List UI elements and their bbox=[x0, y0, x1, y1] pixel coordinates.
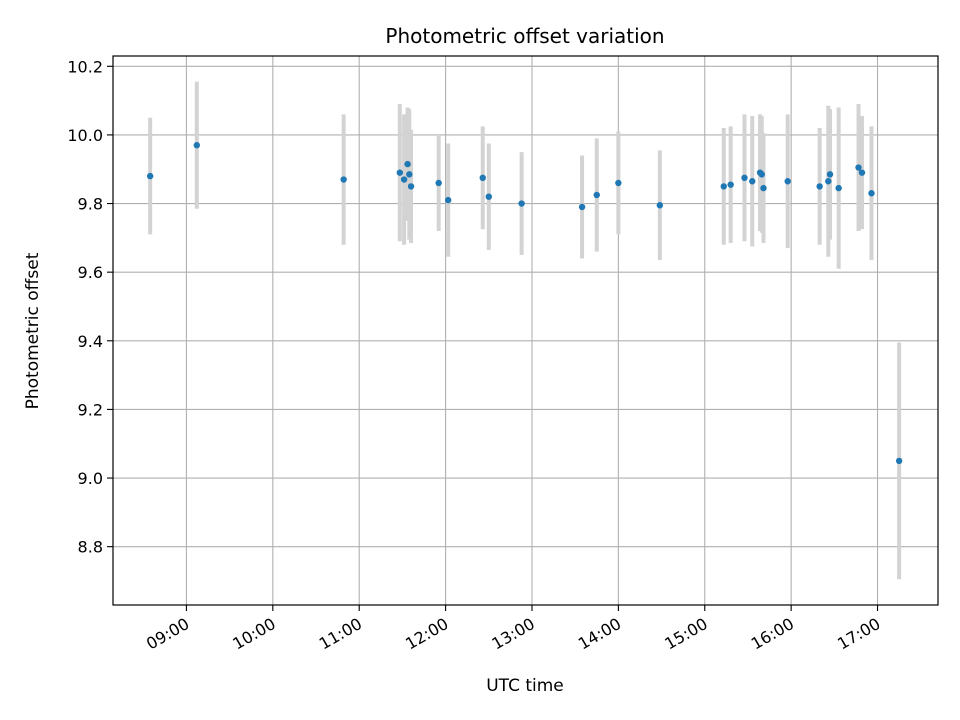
data-point bbox=[578, 203, 586, 211]
data-point bbox=[485, 193, 492, 200]
data-point bbox=[855, 164, 862, 171]
data-point bbox=[407, 183, 415, 190]
y-tick-label: 10.0 bbox=[67, 126, 103, 145]
data-point bbox=[593, 191, 600, 199]
data-point bbox=[656, 202, 664, 209]
y-tick-label: 8.8 bbox=[78, 538, 103, 557]
data-point bbox=[826, 171, 834, 178]
data-point bbox=[741, 174, 748, 182]
data-point bbox=[400, 176, 408, 183]
data-point bbox=[518, 200, 525, 207]
data-point bbox=[615, 179, 622, 187]
data-points bbox=[146, 142, 903, 465]
data-point bbox=[404, 160, 411, 168]
y-tick-label: 9.8 bbox=[78, 195, 103, 214]
data-point bbox=[146, 172, 154, 180]
data-point bbox=[435, 179, 442, 187]
data-point bbox=[895, 457, 903, 465]
y-axis-ticks: 8.8 9.0 9.2 9.4 9.6 9.8 10.0 10.2 bbox=[67, 57, 113, 557]
data-point bbox=[479, 174, 486, 182]
y-tick-label: 9.6 bbox=[78, 263, 103, 282]
data-point bbox=[720, 183, 727, 190]
data-point bbox=[396, 169, 404, 176]
data-point bbox=[825, 178, 832, 185]
data-point bbox=[406, 171, 413, 178]
y-axis-label: Photometric offset bbox=[23, 252, 43, 409]
y-tick-label: 9.0 bbox=[78, 469, 103, 488]
data-point bbox=[727, 181, 734, 188]
data-point bbox=[858, 169, 866, 176]
data-point bbox=[193, 142, 200, 149]
data-point bbox=[444, 196, 452, 204]
x-axis-label: UTC time bbox=[486, 676, 564, 696]
data-point bbox=[784, 178, 791, 185]
y-tick-label: 9.2 bbox=[78, 400, 103, 419]
data-point bbox=[749, 178, 756, 185]
data-point bbox=[816, 183, 823, 190]
data-point bbox=[758, 171, 765, 178]
data-point bbox=[340, 176, 347, 183]
y-tick-label: 9.4 bbox=[78, 332, 103, 351]
data-point bbox=[868, 190, 875, 197]
data-point bbox=[835, 184, 842, 192]
plot-area-frame bbox=[112, 55, 939, 606]
chart-title: Photometric offset variation bbox=[385, 24, 664, 48]
data-point bbox=[760, 184, 767, 192]
y-tick-label: 10.2 bbox=[67, 57, 103, 76]
